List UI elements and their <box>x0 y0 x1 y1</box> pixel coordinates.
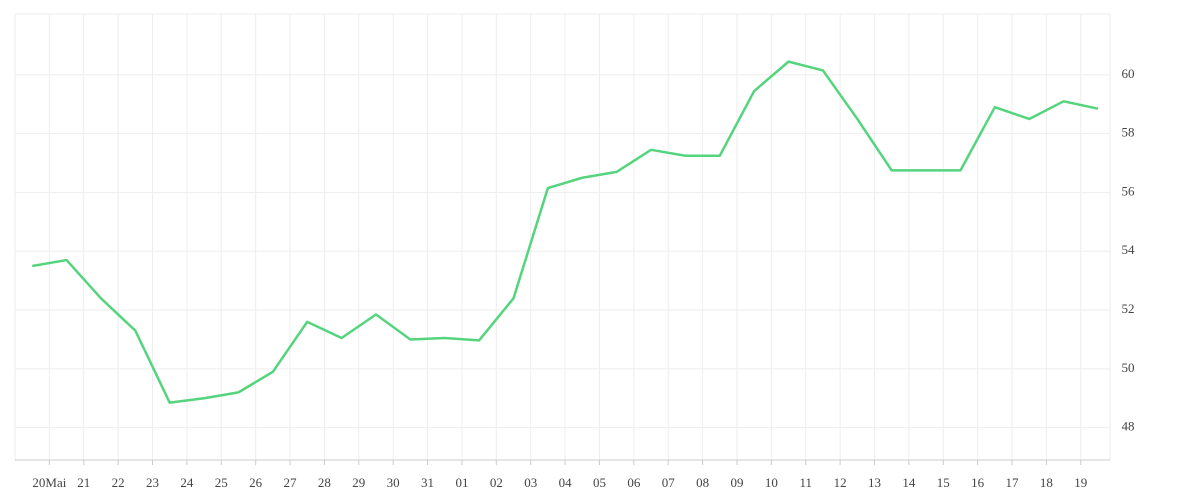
x-tick-label: 29 <box>352 475 365 490</box>
x-tick-label: 07 <box>662 475 676 490</box>
x-tick-label: 25 <box>215 475 228 490</box>
x-tick-label: 05 <box>593 475 606 490</box>
y-tick-label: 60 <box>1122 66 1135 81</box>
x-tick-label: 04 <box>559 475 573 490</box>
y-tick-label: 56 <box>1122 183 1136 198</box>
x-tick-label: 30 <box>387 475 400 490</box>
line-series <box>31 60 1099 404</box>
x-tick-label: 14 <box>902 475 916 490</box>
x-tick-label: 09 <box>730 475 743 490</box>
x-tick-label: 10 <box>765 475 778 490</box>
x-tick-label: 06 <box>627 475 641 490</box>
y-tick-label: 52 <box>1122 301 1135 316</box>
x-tick-label: 28 <box>318 475 331 490</box>
x-tick-label: 24 <box>180 475 194 490</box>
x-tick-label: 19 <box>1074 475 1087 490</box>
y-tick-label: 58 <box>1122 125 1135 140</box>
x-tick-label: 01 <box>455 475 468 490</box>
x-tick-label: 16 <box>971 475 985 490</box>
x-tick-label: 12 <box>834 475 847 490</box>
x-tick-label: 26 <box>249 475 263 490</box>
x-tick-label: 27 <box>284 475 298 490</box>
x-tick-label: 22 <box>112 475 125 490</box>
y-tick-label: 54 <box>1122 242 1136 257</box>
x-tick-label: 13 <box>868 475 881 490</box>
x-tick-label: 11 <box>799 475 812 490</box>
y-tick-label: 48 <box>1122 419 1135 434</box>
x-tick-label: 23 <box>146 475 159 490</box>
x-tick-label: 03 <box>524 475 537 490</box>
x-tick-label: 17 <box>1006 475 1020 490</box>
x-tick-label: 18 <box>1040 475 1053 490</box>
x-tick-label: 20Mai <box>32 475 66 490</box>
x-tick-label: 31 <box>421 475 434 490</box>
x-tick-label: 02 <box>490 475 503 490</box>
x-tick-label: 21 <box>77 475 90 490</box>
x-tick-label: 08 <box>696 475 709 490</box>
y-tick-label: 50 <box>1122 360 1135 375</box>
x-tick-label: 15 <box>937 475 950 490</box>
